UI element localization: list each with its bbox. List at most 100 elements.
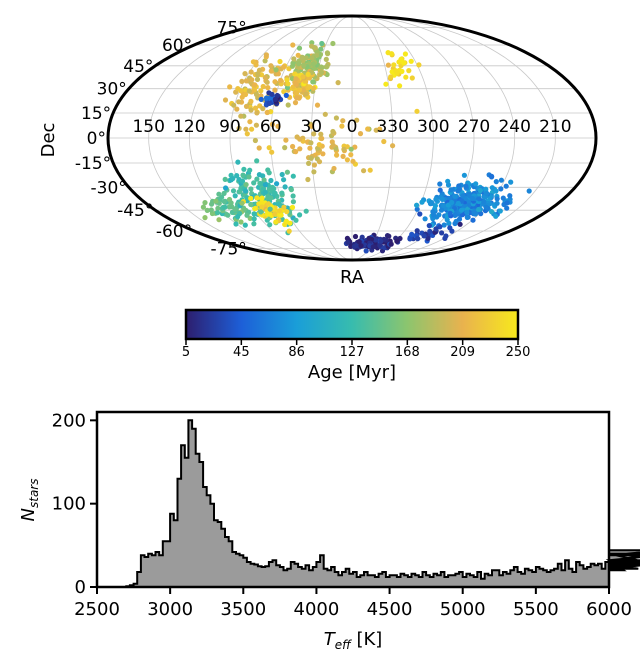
star-point — [439, 230, 445, 236]
star-point — [230, 188, 237, 194]
star-point — [296, 87, 303, 93]
star-point — [239, 78, 245, 84]
star-point — [426, 223, 432, 229]
star-point — [305, 176, 311, 183]
star-point — [388, 74, 394, 80]
star-point — [293, 76, 299, 82]
star-point — [452, 193, 458, 199]
star-point — [253, 91, 260, 98]
star-point — [303, 208, 309, 214]
dec-tick-label: 60° — [162, 36, 192, 56]
ra-tick-label: 90 — [219, 117, 241, 137]
star-point — [305, 71, 311, 77]
star-point — [348, 152, 354, 158]
star-point — [437, 181, 443, 187]
star-point — [264, 109, 270, 116]
star-point — [297, 136, 303, 142]
star-point — [318, 46, 324, 52]
star-point — [293, 81, 299, 87]
star-point — [254, 195, 260, 201]
star-point — [386, 233, 392, 239]
star-point — [269, 68, 275, 74]
star-point — [397, 83, 403, 89]
star-point — [247, 167, 253, 173]
star-point — [284, 85, 291, 91]
star-point — [403, 74, 409, 80]
star-point — [407, 236, 413, 242]
x-tick-label: 4500 — [367, 599, 413, 620]
star-point — [460, 193, 466, 199]
star-point — [314, 102, 321, 108]
star-point — [244, 212, 250, 218]
star-point — [455, 188, 461, 194]
star-point — [414, 202, 420, 208]
star-point — [307, 145, 313, 151]
ra-tick-label: 210 — [539, 117, 571, 137]
star-point — [282, 145, 288, 151]
star-point — [267, 222, 273, 228]
star-point — [284, 169, 290, 175]
star-point — [494, 200, 500, 206]
star-point — [242, 91, 249, 98]
star-point — [299, 55, 305, 61]
star-point — [307, 84, 313, 90]
star-point — [281, 89, 287, 95]
star-point — [239, 200, 245, 206]
star-point — [409, 231, 415, 237]
star-point — [221, 198, 227, 205]
colorbar-tick-label: 168 — [395, 345, 420, 360]
star-point — [306, 160, 312, 166]
star-point — [324, 63, 330, 69]
star-point — [483, 186, 489, 192]
star-point — [249, 126, 255, 132]
star-point — [251, 211, 257, 217]
star-point — [252, 206, 258, 212]
star-point — [215, 205, 221, 211]
star-point — [308, 140, 314, 146]
star-point — [366, 235, 372, 241]
colorbar-tick-label: 250 — [506, 345, 531, 360]
star-point — [344, 157, 350, 163]
ra-tick-label: 270 — [458, 117, 490, 137]
star-point — [209, 201, 215, 207]
star-point — [448, 187, 454, 193]
star-point — [437, 224, 443, 230]
star-point — [216, 191, 222, 197]
star-point — [255, 72, 261, 78]
star-point — [408, 58, 414, 64]
star-point — [281, 204, 287, 210]
star-point — [252, 105, 259, 111]
star-point — [309, 43, 315, 49]
star-point — [390, 143, 396, 149]
dec-tick-label: 75° — [217, 19, 247, 39]
star-point — [239, 178, 246, 184]
star-point — [383, 81, 389, 87]
star-point — [240, 172, 246, 178]
star-point — [310, 79, 316, 85]
star-point — [258, 96, 264, 102]
star-point — [238, 113, 244, 119]
star-point — [244, 131, 250, 137]
star-point — [458, 207, 465, 213]
star-point — [266, 100, 272, 106]
star-point — [279, 171, 285, 178]
star-point — [494, 196, 500, 202]
star-point — [259, 204, 265, 210]
dec-tick-label: 45° — [123, 57, 153, 77]
star-point — [319, 40, 325, 47]
star-point — [335, 80, 341, 86]
star-point — [314, 52, 320, 58]
star-point — [242, 222, 248, 228]
y-tick-label: 0 — [75, 577, 86, 598]
star-point — [235, 159, 241, 165]
star-point — [427, 228, 433, 234]
star-point — [439, 196, 445, 202]
star-point — [324, 50, 330, 56]
star-point — [432, 203, 438, 209]
star-point — [391, 62, 397, 68]
star-point — [464, 209, 470, 215]
star-point — [268, 63, 274, 69]
ra-tick-label: 30 — [300, 117, 322, 137]
star-point — [500, 195, 506, 201]
star-point — [226, 204, 232, 210]
